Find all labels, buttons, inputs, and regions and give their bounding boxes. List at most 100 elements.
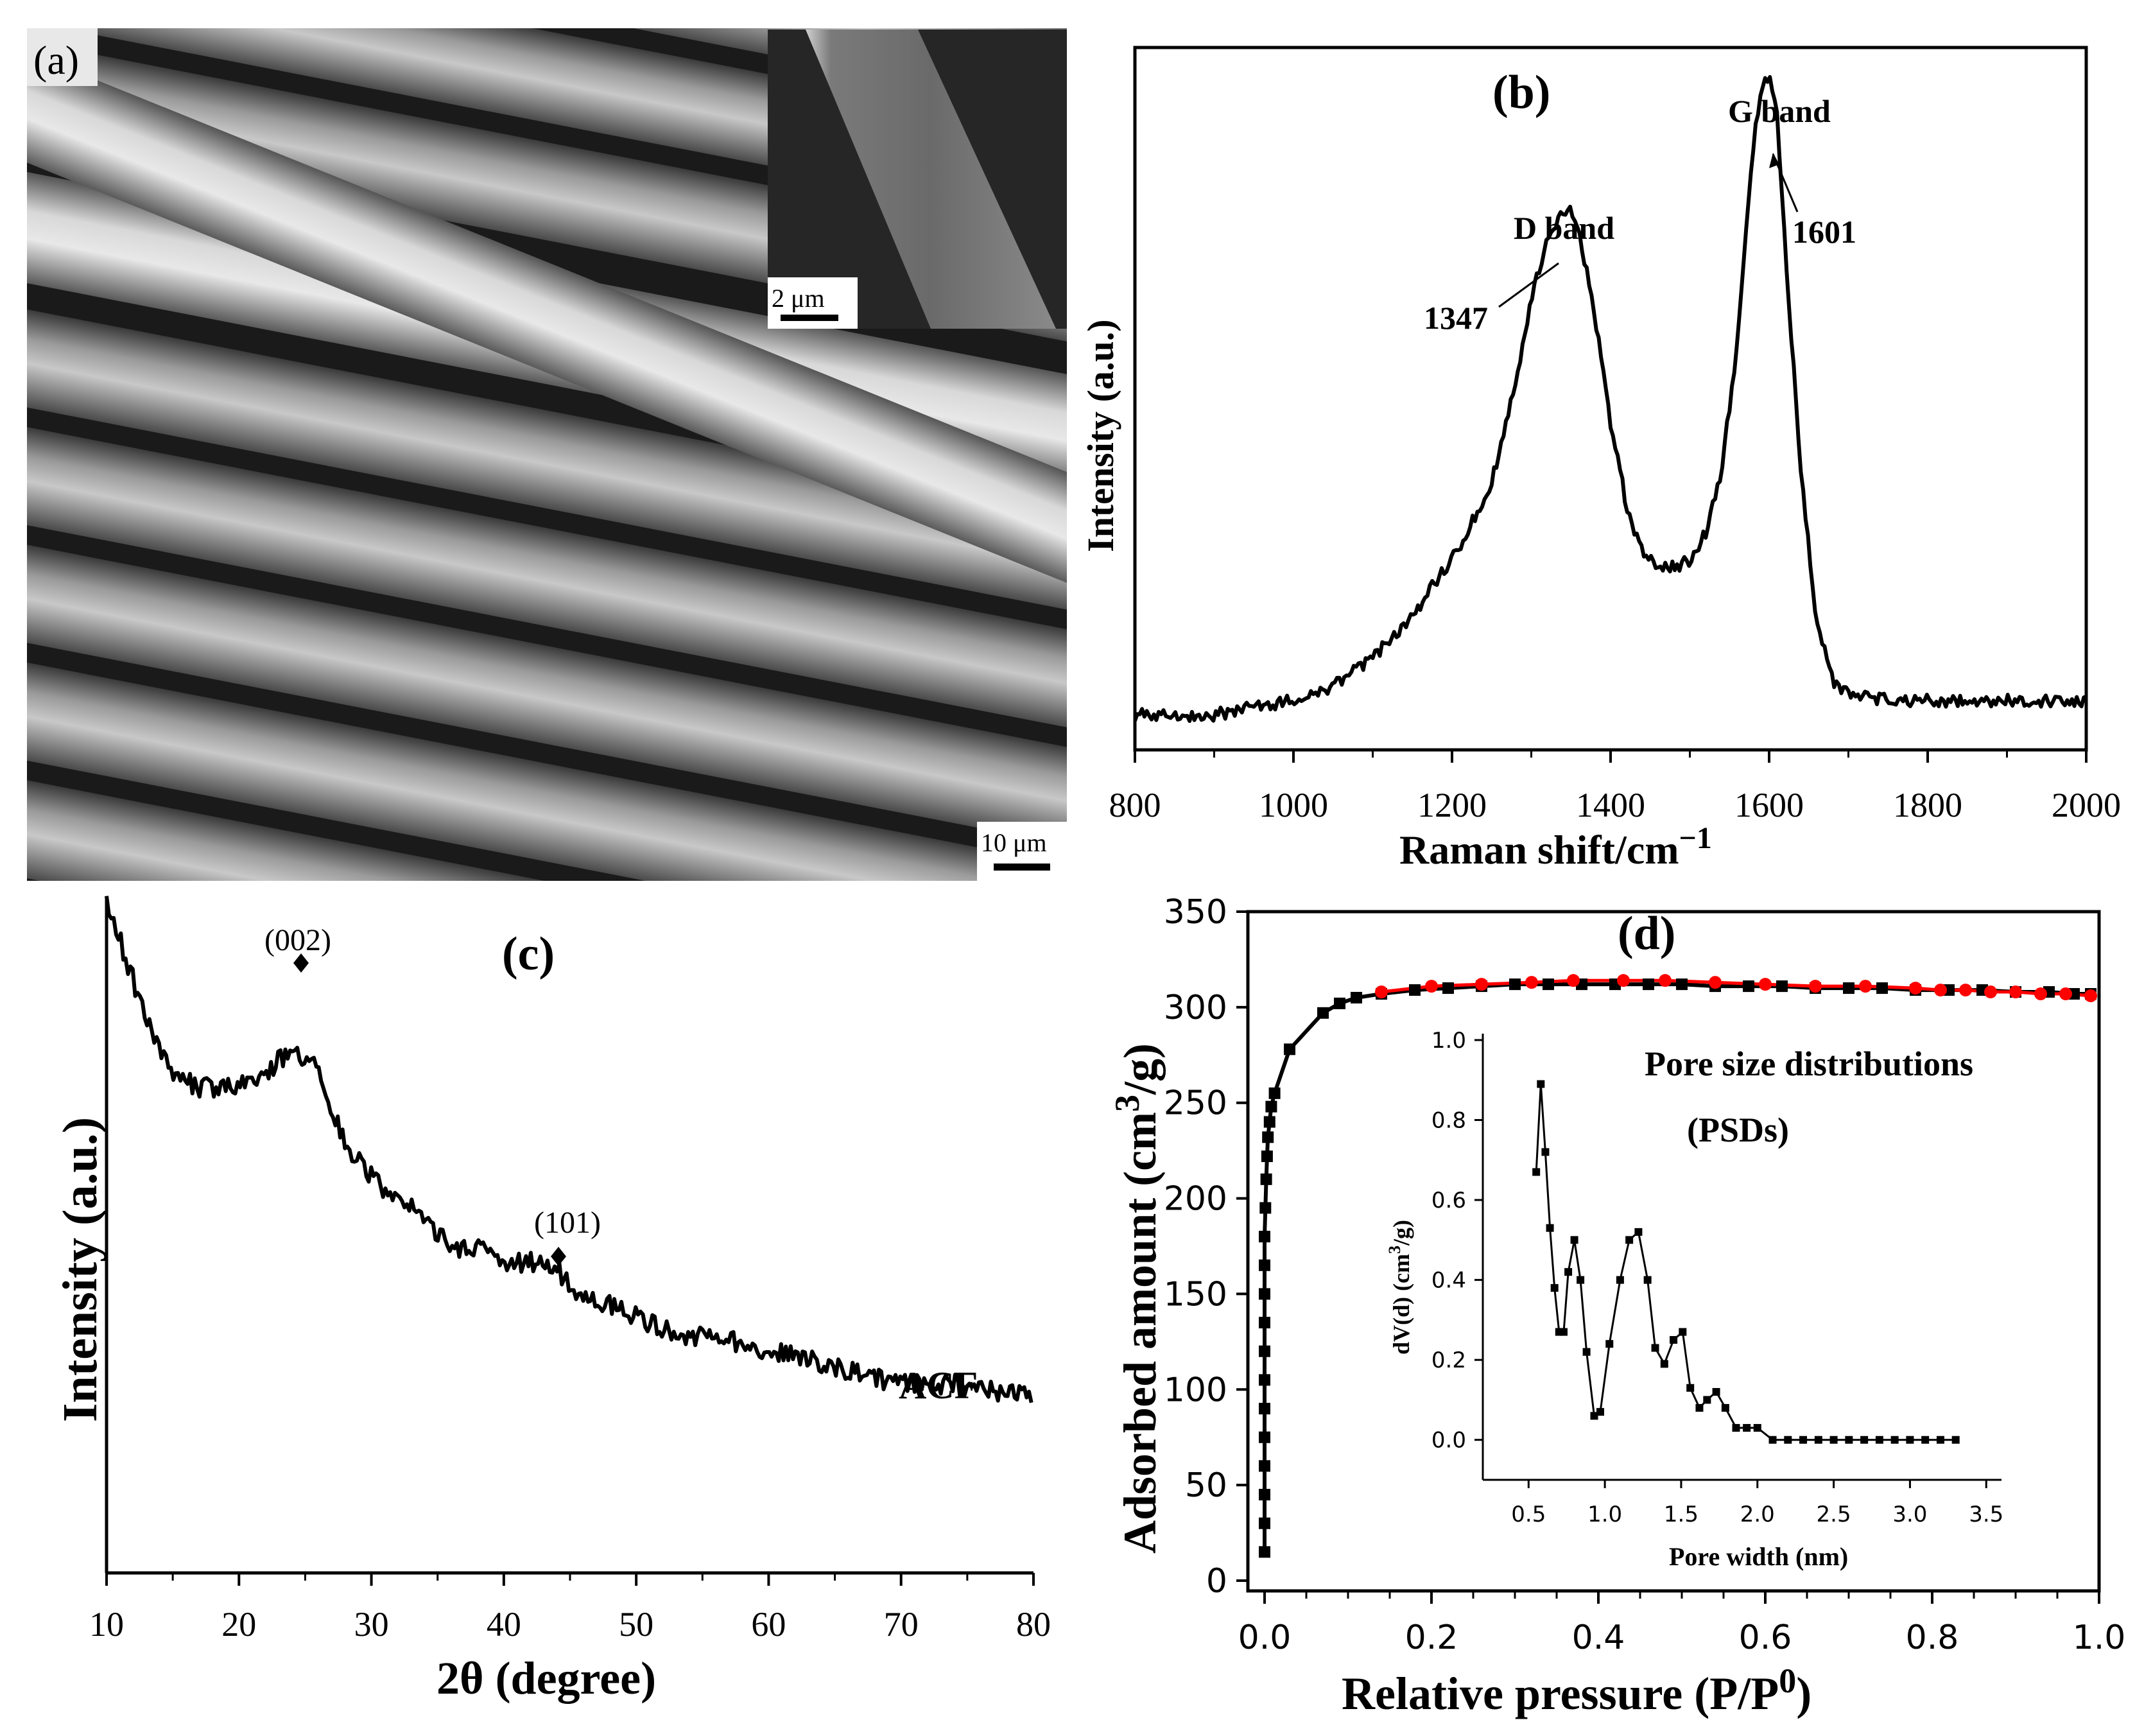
psd-x-tick-label: 2.0 — [1740, 1502, 1775, 1527]
desorption-point — [1425, 980, 1438, 993]
adsorption-point — [1876, 982, 1888, 994]
isotherm-y-ticks: 0 50 100 150 200 250 300 350 — [1164, 893, 1248, 1601]
adsorption-point — [1334, 997, 1345, 1009]
panel-a-label-bg — [27, 28, 98, 86]
psd-point — [1577, 1276, 1585, 1284]
adsorption-point — [1261, 1150, 1273, 1163]
adsorption-point — [1263, 1116, 1275, 1128]
psd-point — [1550, 1284, 1559, 1292]
desorption-point — [1959, 984, 1972, 997]
psd-point — [1564, 1268, 1573, 1276]
psd-point — [1753, 1424, 1761, 1432]
inset-scale-bar — [781, 315, 838, 321]
desorption-point — [2034, 987, 2047, 1001]
psd-point — [1537, 1080, 1545, 1088]
psd-x-tick-label: 1.0 — [1587, 1502, 1622, 1527]
psd-point — [1732, 1424, 1740, 1432]
raman-x-tick-label: 2000 — [2052, 786, 2121, 824]
psd-point — [1712, 1388, 1720, 1396]
adsorption-point — [1265, 1100, 1277, 1113]
raman-chart: 800 1000 1200 1400 1600 1800 2000 (b) G band 1… — [1080, 46, 2121, 872]
isotherm-y-tick-label: 300 — [1164, 989, 1227, 1027]
psd-point — [1768, 1436, 1777, 1444]
adsorption-point — [1743, 980, 1754, 993]
xrd-x-tick-label: 50 — [619, 1605, 653, 1644]
psd-point — [1590, 1412, 1598, 1420]
adsorption-point — [1317, 1007, 1329, 1019]
raman-x-ticks: 800 1000 1200 1400 1600 1800 2000 — [1109, 750, 2121, 824]
main-scale-text: 10 μm — [981, 828, 1047, 857]
isotherm-x-tick-label: 1.0 — [2073, 1619, 2126, 1657]
isotherm-x-ticks: 0.0 0.2 0.4 0.6 0.8 1.0 — [1238, 1591, 2126, 1657]
xrd-x-tick-label: 10 — [89, 1605, 124, 1644]
raman-x-tick-label: 1400 — [1576, 786, 1645, 824]
psd-y-ticks: 0.0 0.2 0.4 0.6 0.8 1.0 — [1431, 1028, 1483, 1454]
sem-image-panel: (a) 2 μm 10 μm — [27, 28, 1067, 881]
psd-point — [1670, 1336, 1678, 1344]
raman-panel-label: (b) — [1492, 66, 1550, 119]
psd-point — [1596, 1408, 1604, 1416]
isotherm-y-tick-label: 200 — [1164, 1180, 1227, 1219]
xrd-002-label: (002) — [264, 923, 331, 957]
raman-x-tick-label: 1200 — [1417, 786, 1487, 824]
psd-point — [1634, 1228, 1643, 1236]
psd-point — [1921, 1436, 1930, 1444]
psd-x-tick-label: 1.5 — [1664, 1502, 1699, 1527]
adsorption-point — [1284, 1043, 1295, 1055]
adsorption-point — [1543, 978, 1554, 991]
desorption-point — [2084, 989, 2097, 1002]
adsorption-point — [1259, 1403, 1270, 1415]
adsorption-point — [1643, 978, 1654, 991]
psd-point — [1814, 1436, 1822, 1444]
psd-point — [1559, 1328, 1568, 1336]
adsorption-point — [1676, 978, 1688, 991]
desorption-point — [1809, 980, 1822, 993]
psd-y-tick-label: 0.0 — [1431, 1428, 1466, 1454]
isotherm-x-axis-label: Relative pressure (P/P0) — [1342, 1662, 1811, 1719]
isotherm-y-tick-label: 150 — [1164, 1275, 1227, 1314]
isotherm-x-tick-label: 0.6 — [1739, 1619, 1792, 1657]
main-scale: 10 μm — [977, 822, 1067, 881]
xrd-x-tick-label: 20 — [221, 1605, 256, 1644]
psd-inset-chart: 0.5 1.0 1.5 2.0 2.5 3.0 3.5 0.0 0.2 0.4 0.6 0.8 1.0… — [1385, 1028, 2003, 1571]
inset-scale-text: 2 μm — [772, 284, 825, 313]
xrd-x-tick-label: 80 — [1016, 1605, 1051, 1644]
adsorption-point — [1260, 1173, 1272, 1185]
psd-point — [1890, 1436, 1899, 1444]
adsorption-point — [1409, 984, 1421, 996]
psd-point — [1643, 1276, 1652, 1284]
psd-point — [1743, 1424, 1751, 1432]
raman-x-axis-label: Raman shift/cm−1 — [1399, 821, 1712, 872]
desorption-point — [1567, 974, 1580, 987]
adsorption-point — [1776, 980, 1788, 993]
raman-plot-frame — [1133, 46, 2088, 752]
adsorption-point — [1442, 982, 1454, 994]
xrd-y-axis-label: Intensity (a.u.) — [53, 1117, 107, 1422]
xrd-101-marker — [551, 1247, 566, 1266]
raman-y-axis-label: Intensity (a.u.) — [1080, 319, 1121, 552]
psd-x-axis-label: Pore width (nm) — [1669, 1542, 1848, 1571]
psd-point — [1605, 1340, 1614, 1348]
desorption-point — [1617, 974, 1630, 987]
psd-point — [1546, 1224, 1554, 1232]
psd-point — [1875, 1436, 1883, 1444]
desorption-point — [1375, 985, 1388, 999]
raman-1601-arrowhead — [1769, 153, 1779, 168]
adsorption-point — [1259, 1546, 1270, 1558]
psd-x-tick-label: 2.5 — [1817, 1502, 1851, 1527]
raman-d-band-label: D band — [1514, 210, 1614, 246]
xrd-panel-label: (c) — [502, 928, 555, 980]
isotherm-chart: 0.0 0.2 0.4 0.6 0.8 1.0 0 50 100 150 200 250 300 350… — [1108, 893, 2125, 1719]
desorption-point — [1709, 976, 1722, 989]
psd-point — [1582, 1348, 1591, 1356]
adsorption-point — [1843, 982, 1854, 994]
psd-points — [1532, 1080, 1960, 1444]
adsorption-points — [1259, 978, 2096, 1558]
adsorption-point — [1259, 1202, 1272, 1214]
xrd-x-tick-label: 40 — [487, 1605, 521, 1644]
psd-point — [1541, 1148, 1550, 1156]
psd-point — [1799, 1436, 1808, 1444]
xrd-x-ticks: 10 20 30 40 50 60 70 80 — [89, 1573, 1051, 1644]
xrd-101-label: (101) — [534, 1206, 601, 1240]
